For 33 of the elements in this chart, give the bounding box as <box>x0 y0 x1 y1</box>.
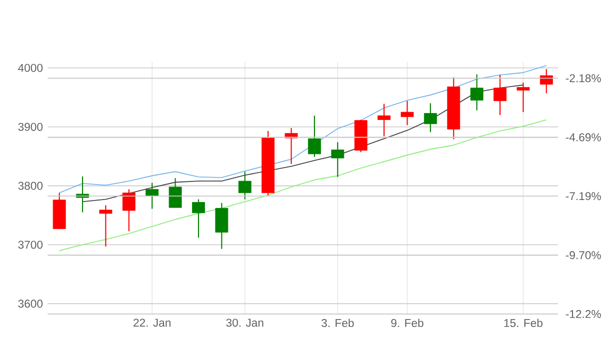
candlestick <box>400 100 414 126</box>
candlestick <box>284 127 298 165</box>
x-tick-label: 3. Feb <box>322 318 354 328</box>
candlestick <box>76 176 89 213</box>
y2-tick-label: -9.70% <box>566 251 601 260</box>
y2-tick-label: -2.18% <box>566 74 601 82</box>
candlestick <box>192 198 205 238</box>
candlestick <box>308 115 321 158</box>
candlestick <box>494 74 506 116</box>
y-tick-label: 3600 <box>18 300 43 308</box>
x-tick-label: 15. Feb <box>504 318 542 328</box>
y-tick-label: 3900 <box>18 122 43 131</box>
y-tick-label: 3700 <box>18 240 43 249</box>
candlestick <box>516 82 530 113</box>
candlestick <box>122 188 136 232</box>
candlestick <box>378 103 391 137</box>
y-tick-label: 3800 <box>18 182 43 190</box>
y2-tick-label: -4.69% <box>566 133 601 142</box>
candlestick <box>99 204 112 248</box>
candlestick <box>331 142 344 178</box>
candlestick <box>540 68 553 94</box>
x-tick-label: 22. Jan <box>134 318 170 327</box>
candlestick <box>424 102 437 133</box>
y2-tick-label: -7.19% <box>566 192 601 200</box>
x-tick-label: 9. Feb <box>391 318 424 328</box>
candlestick <box>168 178 182 208</box>
candlestick <box>146 182 159 210</box>
x-tick-label: 30. Jan <box>226 318 264 327</box>
y-tick-label: 4000 <box>18 64 43 72</box>
y2-tick-label: -12.2% <box>566 310 601 318</box>
line-series <box>58 65 547 194</box>
candlestick <box>470 74 484 111</box>
candlestick <box>238 171 252 200</box>
